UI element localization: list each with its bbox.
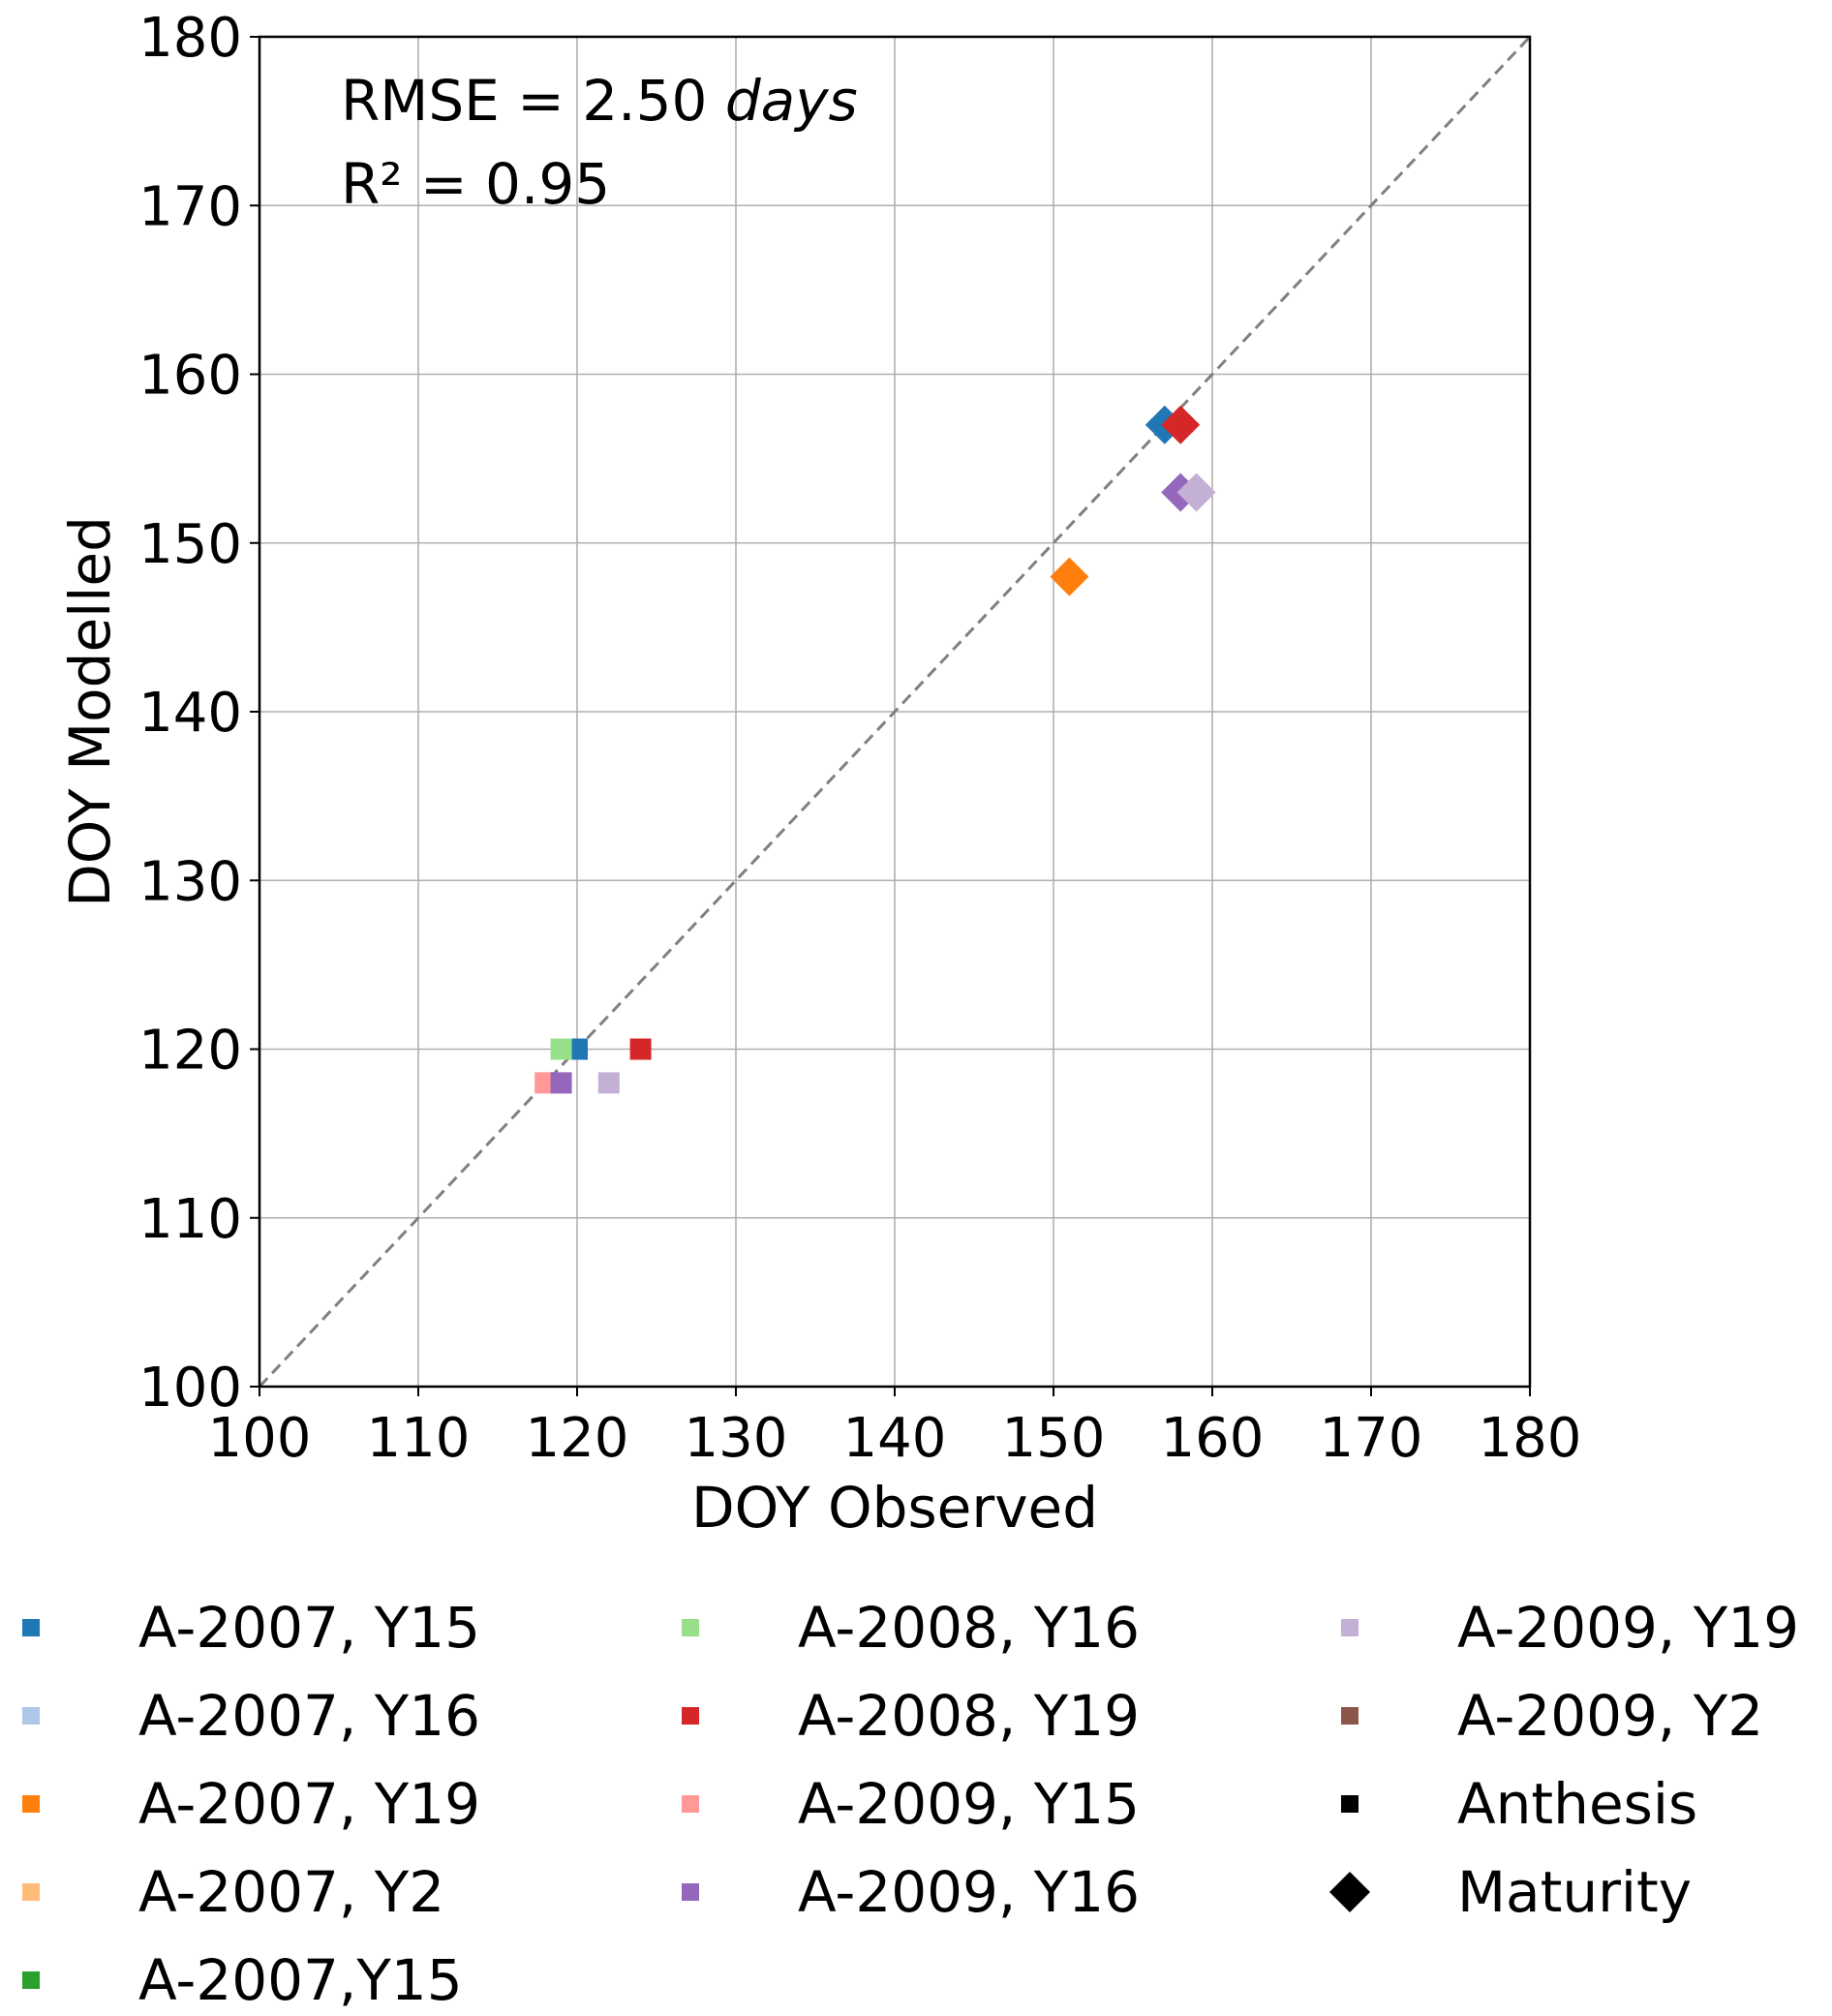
rmse-prefix: RMSE = 2.50 [341,68,725,134]
legend-marker [22,1707,40,1725]
anthesis-point [550,1038,572,1060]
legend-label: A-2009, Y15 [798,1771,1140,1837]
legend-marker [22,1883,40,1901]
legend-label: A-2007, Y15 [138,1595,480,1661]
y-tick-label: 110 [138,1188,242,1251]
legend-label: A-2007, Y19 [138,1771,480,1837]
rmse-unit: days [725,68,858,134]
y-tick-label: 100 [138,1357,242,1420]
x-tick-label: 180 [1479,1407,1582,1470]
legend-marker [1341,1619,1359,1636]
legend-label: A-2009, Y16 [798,1859,1140,1925]
rmse-annotation: RMSE = 2.50 days [341,68,858,134]
data-points [534,405,1216,1094]
x-tick-label: 160 [1161,1407,1265,1470]
identity-line [258,35,1532,1389]
axis-ticks: 100 110 120 130 140 150 160 170 180 100 110 120 130 1… [138,7,1581,1470]
x-tick-label: 170 [1320,1407,1423,1470]
anthesis-point [597,1072,620,1094]
anthesis-point [550,1072,572,1094]
legend-label: A-2008, Y19 [798,1683,1140,1749]
legend-marker [682,1883,699,1901]
x-tick-label: 120 [526,1407,629,1470]
legend-marker [1341,1795,1359,1813]
legend-label: A-2007, Y2 [138,1859,444,1925]
legend-marker [682,1619,699,1636]
y-tick-label: 160 [138,345,242,408]
maturity-point [1050,557,1089,596]
legend-marker [682,1707,699,1725]
x-axis-label: DOY Observed [691,1475,1098,1541]
x-tick-label: 130 [685,1407,788,1470]
x-tick-label: 150 [1002,1407,1106,1470]
legend-label: A-2007,Y15 [138,1947,463,2013]
maturity-point [1161,405,1201,444]
x-tick-label: 110 [367,1407,471,1470]
anthesis-point [629,1038,652,1060]
legend-label: A-2008, Y16 [798,1595,1140,1661]
legend-marker [22,1619,40,1636]
legend-label: Anthesis [1457,1771,1697,1837]
legend-marker [682,1795,699,1813]
legend-marker [22,1971,40,1989]
legend-label: A-2009, Y19 [1457,1595,1799,1661]
y-tick-label: 180 [138,7,242,70]
r2-annotation: R² = 0.95 [341,151,610,217]
y-tick-label: 140 [138,682,242,745]
maturity-point [1176,473,1216,512]
legend-label: Maturity [1457,1859,1692,1925]
y-tick-label: 130 [138,850,242,913]
y-tick-label: 150 [138,513,242,576]
legend-marker [22,1795,40,1813]
legend-marker [1341,1707,1359,1725]
y-tick-label: 120 [138,1020,242,1083]
legend-label: A-2007, Y16 [138,1683,480,1749]
x-tick-label: 140 [843,1407,947,1470]
x-tick-label: 100 [208,1407,312,1470]
legend: A-2007, Y15 A-2007, Y16 A-2007, Y19 A-2007,… [22,1595,1799,2013]
legend-marker [1329,1872,1370,1912]
legend-label: A-2009, Y2 [1457,1683,1763,1749]
y-tick-label: 170 [138,175,242,238]
y-axis-label: DOY Modelled [57,516,123,907]
